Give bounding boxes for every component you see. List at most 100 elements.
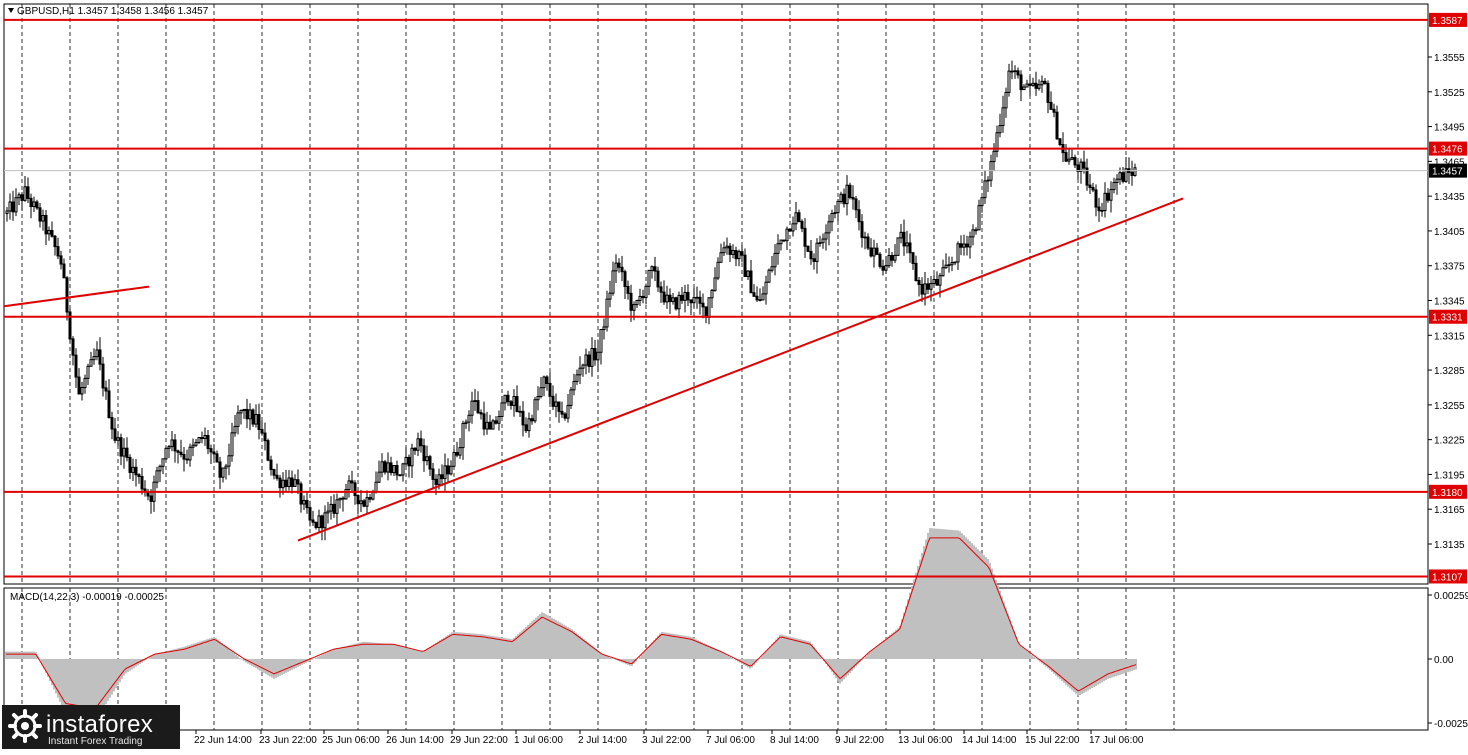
candle-body [626,285,630,294]
current-price-label: 1.3457 [1432,167,1463,178]
price-tick-label: 1.3345 [1434,297,1465,308]
candle-body [1118,172,1122,180]
candle-body [419,438,423,447]
candle-body [1082,161,1086,169]
candle-body [137,474,141,477]
candle-body [461,422,465,449]
candle-body [236,412,240,427]
candle-body [905,242,909,247]
candle-body [689,299,693,304]
candle-body [269,459,273,471]
candle-body [800,220,804,229]
time-tick-label: 7 Jul 06:00 [706,735,755,746]
time-tick-label: 14 Jul 14:00 [962,735,1017,746]
candle-body [485,421,489,430]
candle-body [266,440,270,461]
candle-body [509,401,513,406]
level-tag [1429,309,1467,324]
candle-body [1091,186,1095,191]
level-tag [1429,569,1467,584]
candle-body [698,296,702,304]
candle-body [587,354,591,367]
candle-body [1028,83,1032,86]
candle-body [887,255,891,267]
candle-body [17,194,21,199]
candle-body [908,242,912,254]
candle-body [734,250,738,260]
time-tick-label: 22 Jun 14:00 [194,735,252,746]
candle-body [323,512,327,529]
candle-body [416,438,420,451]
candle-body [155,470,159,483]
candle-body [1058,138,1062,146]
candle-body [320,515,324,529]
price-tick-label: 1.3135 [1434,540,1465,551]
candle-body [47,229,51,235]
price-tick-label: 1.3195 [1434,470,1465,481]
candle-body [995,132,999,152]
candle-body [167,446,171,449]
candle-body [140,475,144,490]
candle-body [368,497,372,500]
candle-body [614,262,618,272]
candle-body [32,201,36,208]
candle-body [284,479,288,487]
candle-body [791,223,795,232]
candle-body [1034,82,1038,89]
time-tick-label: 26 Jun 14:00 [386,735,444,746]
candle-body [569,389,573,406]
candle-body [863,236,867,239]
time-tick-label: 3 Jul 22:00 [642,735,691,746]
candle-body [536,395,540,401]
candle-body [317,515,321,528]
candle-body [857,209,861,223]
candle-body [131,466,135,473]
candle-body [956,243,960,263]
time-tick-label: 1 Jul 06:00 [514,735,563,746]
candle-body [893,254,897,261]
macd-tick-label: 0.00259 [1434,591,1468,602]
candle-body [962,243,966,248]
candle-body [1109,189,1113,201]
price-tick-label: 1.3255 [1434,401,1465,412]
candle-body [374,481,378,493]
candle-body [1106,192,1110,201]
candle-body [443,465,447,480]
candle-body [110,417,114,430]
candle-body [1094,189,1098,208]
candle-body [77,376,81,395]
candle-body [206,435,210,450]
candle-body [992,150,996,163]
candle-body [623,271,627,287]
candle-body [677,294,681,310]
candle-body [503,394,507,404]
candle-body [59,255,63,265]
candle-body [488,421,492,430]
candle-body [782,239,786,242]
candle-body [707,297,711,318]
candle-body [389,462,393,474]
candle-body [464,421,468,424]
candle-body [92,356,96,361]
candle-body [275,474,279,479]
candle-body [740,251,744,256]
candle-body [1103,192,1107,211]
price-pane-frame [3,3,1429,585]
candle-body [89,359,93,367]
candle-body [833,212,837,215]
candle-body [335,499,339,514]
candle-body [521,410,525,426]
candle-body [1001,107,1005,127]
candle-body [185,458,189,461]
level-tag [1429,12,1467,27]
candles [5,60,1137,541]
candle-body [1013,70,1017,73]
candle-body [605,298,609,328]
level-label: 1.3587 [1432,16,1463,27]
candle-body [725,245,729,249]
macd-signal-line [6,537,1137,709]
candle-body [527,418,531,432]
candle-body [314,521,318,528]
candle-body [1049,101,1053,110]
candle-body [161,458,165,467]
